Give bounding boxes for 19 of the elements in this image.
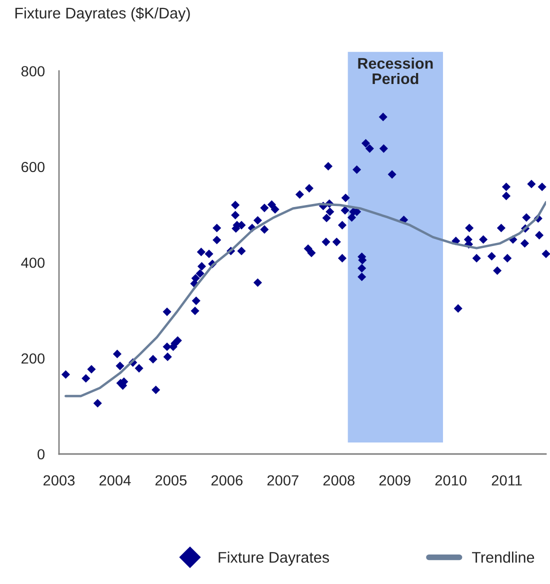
- y-tick-label: 0: [38, 449, 45, 460]
- x-tick-label: 2007: [267, 475, 298, 486]
- x-tick-label: 2011: [492, 475, 522, 486]
- y-tick-label: 400: [21, 258, 45, 268]
- y-tick-label: 600: [22, 162, 45, 172]
- x-tick-label: 2006: [211, 475, 243, 486]
- line-series: [64, 200, 546, 398]
- x-tick-label: 2005: [155, 475, 187, 486]
- x-tick-label: 2009: [379, 475, 410, 486]
- y-tick-label: 200: [22, 353, 45, 364]
- y-tick-label: 800: [21, 66, 45, 76]
- band-label: Recession Period: [358, 58, 433, 84]
- x-tick-label: 2008: [323, 475, 354, 486]
- y-axis-title: Fixture Dayrates ($K/Day): [15, 7, 190, 22]
- legend-label: Fixture Dayrates: [218, 552, 330, 566]
- legend-label: Trendline: [472, 552, 534, 563]
- x-tick-label: 2010: [435, 475, 466, 486]
- x-tick-label: 2003: [44, 475, 75, 486]
- x-tick-label: 2004: [99, 475, 131, 486]
